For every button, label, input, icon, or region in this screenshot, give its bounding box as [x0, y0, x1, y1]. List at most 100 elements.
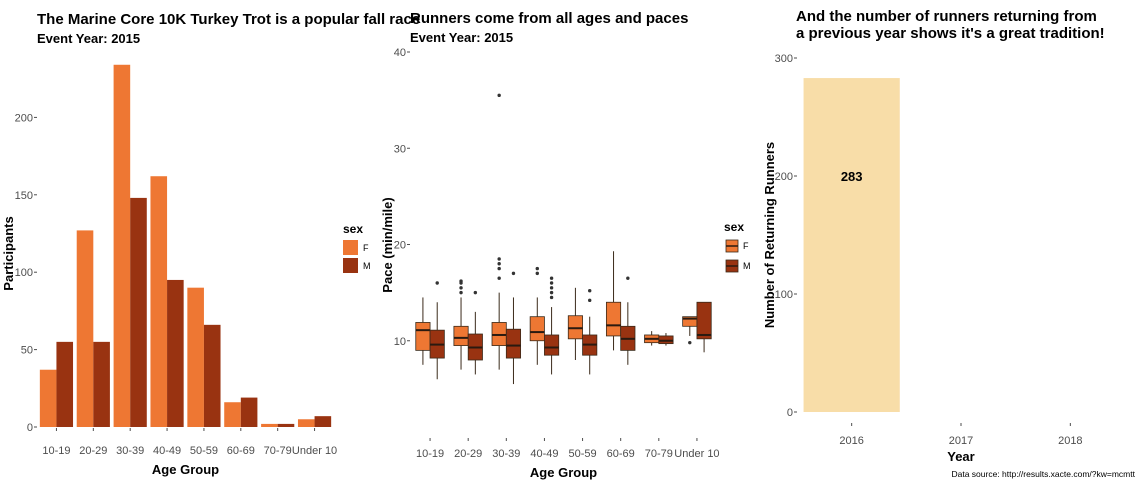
chart-1-y-tick-label: 200: [15, 112, 33, 124]
chart-3-data-label: 283: [841, 169, 863, 184]
chart-2-box-M-40-49: [544, 334, 560, 356]
chart-2-box-M-Under 10: [696, 301, 712, 340]
chart-1-legend-key-F: [343, 240, 358, 255]
chart-2-outlier-point: [459, 279, 463, 283]
chart-2-outlier-point: [688, 340, 692, 345]
chart-3-y-axis-label: Number of Returning Runners: [762, 142, 777, 328]
chart-2-outlier-point: [459, 290, 463, 295]
chart-1-y-tick-label: 50: [21, 345, 33, 357]
chart-2-outlier-point: [497, 266, 501, 271]
chart-2-y-axis-label: Pace (min/mile): [380, 197, 395, 292]
chart-2-outlier-point: [511, 271, 516, 276]
chart-1-x-tick-label: 10-19: [42, 445, 70, 457]
chart-3-y-tick-label: 300: [775, 53, 793, 65]
chart-3-y-tick-label: 200: [775, 171, 793, 183]
chart-3-title-line: And the number of runners returning from: [796, 8, 1097, 25]
chart-3-x-tick-label: 2018: [1058, 435, 1082, 447]
chart-2-legend-label-M: M: [743, 261, 751, 271]
chart-1-x-tick-label: 30-39: [116, 445, 144, 457]
chart-1-x-tick-label: 60-69: [227, 445, 255, 457]
chart-2-y-tick-label: 40: [394, 47, 406, 59]
chart-2-x-tick-label: 60-69: [607, 448, 635, 460]
chart-2-x-tick-label: 70-79: [645, 448, 673, 460]
chart-2-y-tick-label: 10: [394, 336, 406, 348]
chart-1-bar-F-Under 10: [297, 419, 315, 427]
chart-2-box-F-40-49: [529, 316, 545, 342]
chart-3-x-tick-label: 2017: [949, 435, 973, 447]
chart-2-box-M-30-39: [505, 328, 522, 359]
chart-2-outlier-point: [549, 290, 554, 295]
chart-1-legend-key-M: [343, 258, 358, 273]
chart-1-bar-M-30-39: [130, 197, 147, 427]
chart-2-title: Runners come from all ages and paces: [410, 10, 688, 27]
chart-2-outlier-point: [588, 298, 592, 303]
chart-2-x-tick-label: 40-49: [530, 448, 558, 460]
chart-1-x-tick-label: 70-79: [264, 445, 292, 457]
chart-3-bar-2016: [803, 78, 900, 412]
chart-1-y-tick-label: 100: [15, 267, 33, 279]
chart-2-outlier-point: [435, 281, 439, 285]
chart-1-legend-label-M: M: [363, 261, 371, 271]
chart-2-x-tick-label: 50-59: [568, 448, 596, 460]
chart-1-x-tick-label: 20-29: [79, 445, 107, 457]
chart-1-bar-M-50-59: [203, 324, 221, 427]
chart-1-legend-label-F: F: [363, 243, 369, 253]
chart-1-title: The Marine Core 10K Turkey Trot is a pop…: [37, 11, 420, 28]
chart-1-x-tick-label: 40-49: [153, 445, 181, 457]
chart-2-subtitle: Event Year: 2015: [410, 30, 513, 45]
chart-2-legend-label-F: F: [743, 241, 749, 251]
chart-1-bar-M-60-69: [240, 397, 258, 427]
chart-2-outlier-point: [626, 276, 630, 280]
chart-3-title-line: a previous year shows it's a great tradi…: [796, 25, 1105, 42]
chart-2-outlier-point: [473, 290, 478, 295]
chart-2-box-F-20-29: [453, 325, 469, 346]
chart-1-bar-M-10-19: [56, 341, 74, 427]
chart-2-outlier-point: [588, 289, 592, 293]
chart-2-legend-title: sex: [724, 220, 744, 234]
chart-1-y-tick-label: 0: [27, 422, 33, 434]
chart-1-bar-F-20-29: [76, 230, 94, 427]
chart-2-box-F-60-69: [605, 301, 622, 337]
chart-1-bar-F-70-79: [261, 423, 278, 427]
chart-3-data-source-caption: Data source: http://results.xacte.com/?k…: [951, 469, 1135, 479]
chart-2-box-F-10-19: [415, 322, 431, 351]
chart-2-outlier-point: [535, 271, 539, 276]
chart-1-bar-M-Under 10: [314, 416, 332, 427]
chart-2-x-tick-label: 30-39: [492, 448, 520, 460]
chart-2-y-tick-label: 30: [394, 143, 406, 155]
chart-2-outlier-point: [549, 295, 554, 300]
chart-3-y-tick-label: 0: [787, 407, 793, 419]
chart-3-x-tick-label: 2016: [839, 435, 863, 447]
chart-1-x-axis-label: Age Group: [152, 462, 219, 477]
chart-1-bar-M-20-29: [93, 341, 110, 427]
chart-1-x-tick-label: 50-59: [190, 445, 218, 457]
chart-1-bar-F-60-69: [224, 402, 241, 427]
chart-1-y-tick-label: 150: [15, 190, 33, 202]
chart-2-outlier-point: [535, 266, 539, 271]
chart-1-subtitle: Event Year: 2015: [37, 31, 140, 46]
chart-2-outlier-point: [549, 286, 554, 290]
chart-1-x-tick-label: Under 10: [292, 445, 337, 457]
chart-1-bar-F-30-39: [113, 64, 131, 427]
chart-2-outlier-point: [497, 276, 501, 280]
chart-3-x-axis-label: Year: [947, 449, 974, 464]
chart-1-bar-M-40-49: [167, 279, 184, 427]
chart-2-x-tick-label: 10-19: [416, 448, 444, 460]
chart-1-bar-M-70-79: [277, 423, 295, 427]
chart-1-legend-title: sex: [343, 222, 363, 236]
chart-1-bar-F-50-59: [187, 287, 204, 427]
chart-3-y-tick-label: 100: [775, 289, 793, 301]
chart-2-outlier-point: [497, 262, 501, 266]
chart-2-y-tick-label: 20: [394, 240, 406, 252]
chart-1-bar-F-10-19: [39, 369, 57, 427]
chart-2-outlier-point: [459, 286, 463, 290]
chart-1-bar-F-40-49: [150, 176, 168, 427]
chart-1-y-axis-label: Participants: [1, 216, 16, 290]
chart-2-outlier-point: [497, 257, 501, 261]
chart-2-outlier-point: [497, 93, 501, 98]
chart-2-x-tick-label: Under 10: [674, 448, 719, 460]
chart-2-outlier-point: [549, 281, 554, 285]
chart-2-outlier-point: [549, 276, 554, 280]
chart-2-x-axis-label: Age Group: [530, 465, 597, 480]
